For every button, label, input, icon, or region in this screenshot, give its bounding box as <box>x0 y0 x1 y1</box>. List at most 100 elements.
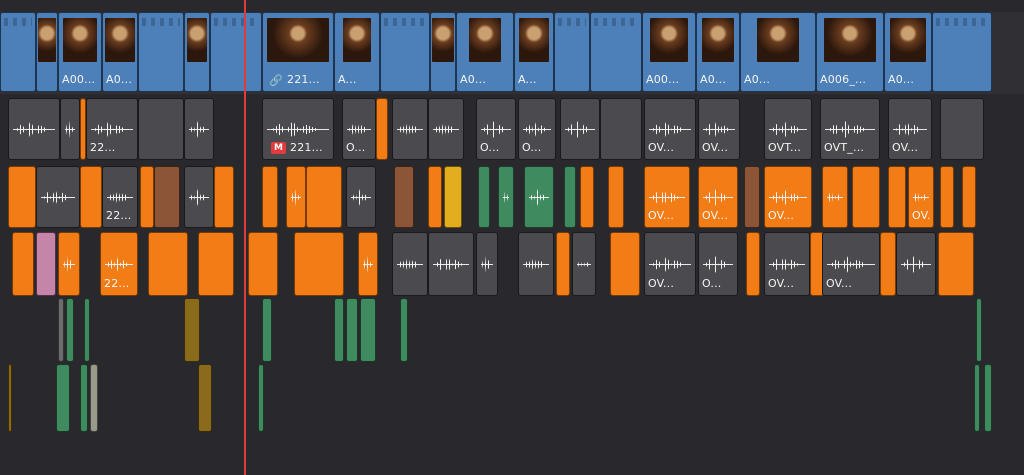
audio-clip[interactable] <box>564 166 576 228</box>
video-clip[interactable]: A0... <box>102 12 138 92</box>
audio-clip[interactable] <box>976 298 982 362</box>
audio-clip[interactable]: OV... <box>698 166 738 228</box>
video-clip[interactable]: A0... <box>456 12 514 92</box>
audio-clip[interactable] <box>940 98 984 160</box>
video-clip[interactable] <box>380 12 430 92</box>
audio-clip[interactable]: O... <box>518 98 556 160</box>
audio-clip[interactable]: OV... <box>698 98 740 160</box>
audio-clip[interactable]: OV... <box>764 232 810 296</box>
audio-clip[interactable] <box>198 232 234 296</box>
audio-clip[interactable]: 22... <box>102 166 138 228</box>
audio-clip[interactable] <box>184 298 200 362</box>
audio-clip[interactable] <box>524 166 554 228</box>
audio-clip[interactable] <box>938 232 974 296</box>
video-clip[interactable] <box>932 12 992 92</box>
audio-clip[interactable] <box>360 298 376 362</box>
video-clip[interactable]: 🔗 221... <box>262 12 334 92</box>
audio-clip[interactable]: OV... <box>764 166 812 228</box>
audio-clip[interactable] <box>746 232 760 296</box>
audio-clip[interactable] <box>600 98 642 160</box>
audio-clip[interactable] <box>294 232 344 296</box>
video-clip[interactable] <box>0 12 36 92</box>
audio-clip[interactable] <box>286 166 306 228</box>
audio-clip[interactable] <box>556 232 570 296</box>
audio-clip[interactable] <box>8 364 12 432</box>
audio-clip[interactable] <box>90 364 98 432</box>
audio-clip[interactable] <box>184 166 214 228</box>
audio-clip[interactable] <box>896 232 936 296</box>
video-clip[interactable] <box>138 12 184 92</box>
audio-clip[interactable] <box>8 166 36 228</box>
audio-clip[interactable] <box>214 166 234 228</box>
audio-clip[interactable] <box>358 232 378 296</box>
audio-clip[interactable]: O... <box>342 98 376 160</box>
audio-clip[interactable]: OVT_... <box>820 98 880 160</box>
video-clip[interactable] <box>554 12 590 92</box>
audio-clip[interactable] <box>66 298 74 362</box>
audio-clip[interactable]: OV... <box>644 98 696 160</box>
video-clip[interactable] <box>36 12 58 92</box>
audio-clip[interactable] <box>80 364 88 432</box>
audio-clip[interactable] <box>60 98 80 160</box>
audio-clip[interactable] <box>476 232 498 296</box>
audio-clip[interactable] <box>140 166 154 228</box>
audio-clip[interactable] <box>392 98 428 160</box>
video-clip[interactable]: A00... <box>642 12 696 92</box>
audio-clip[interactable] <box>58 232 80 296</box>
audio-clip[interactable] <box>84 298 90 362</box>
audio-clip[interactable] <box>12 232 34 296</box>
audio-clip[interactable]: OV... <box>888 98 932 160</box>
audio-clip[interactable] <box>962 166 976 228</box>
audio-clip[interactable]: OVT... <box>764 98 812 160</box>
audio-clip[interactable] <box>262 166 278 228</box>
video-clip[interactable] <box>184 12 210 92</box>
audio-clip[interactable] <box>346 166 376 228</box>
audio-clip[interactable] <box>334 298 344 362</box>
audio-clip[interactable] <box>80 98 86 160</box>
audio-clip[interactable] <box>580 166 594 228</box>
audio-clip[interactable] <box>154 166 180 228</box>
audio-clip[interactable]: O... <box>698 232 738 296</box>
audio-clip[interactable] <box>744 166 760 228</box>
audio-clip[interactable]: 22... <box>86 98 138 160</box>
audio-clip[interactable] <box>258 364 264 432</box>
audio-clip[interactable] <box>80 166 102 228</box>
audio-clip[interactable] <box>198 364 212 432</box>
video-clip[interactable]: A... <box>334 12 380 92</box>
audio-clip[interactable] <box>610 232 640 296</box>
audio-clip[interactable] <box>394 166 414 228</box>
mute-badge[interactable]: M <box>271 142 286 154</box>
audio-clip[interactable] <box>560 98 600 160</box>
audio-clip[interactable] <box>428 98 464 160</box>
audio-clip[interactable] <box>572 232 596 296</box>
audio-clip[interactable]: OV... <box>644 232 696 296</box>
video-clip[interactable] <box>210 12 262 92</box>
audio-clip[interactable] <box>880 232 896 296</box>
audio-clip[interactable] <box>608 166 624 228</box>
playhead[interactable] <box>244 0 246 475</box>
audio-clip[interactable]: OV... <box>644 166 690 228</box>
audio-clip[interactable] <box>852 166 880 228</box>
audio-clip[interactable] <box>306 166 342 228</box>
audio-clip[interactable] <box>376 98 388 160</box>
video-clip[interactable]: A00... <box>58 12 102 92</box>
audio-clip[interactable]: M 221... <box>262 98 334 160</box>
audio-clip[interactable] <box>56 364 70 432</box>
video-clip[interactable] <box>430 12 456 92</box>
audio-clip[interactable]: O... <box>476 98 516 160</box>
audio-clip[interactable] <box>478 166 490 228</box>
audio-clip[interactable] <box>262 298 272 362</box>
audio-clip[interactable] <box>184 98 214 160</box>
audio-clip[interactable] <box>8 98 60 160</box>
audio-clip[interactable] <box>58 298 64 362</box>
audio-clip[interactable] <box>498 166 514 228</box>
audio-clip[interactable] <box>428 232 474 296</box>
audio-clip[interactable] <box>346 298 358 362</box>
audio-clip[interactable] <box>974 364 980 432</box>
audio-clip[interactable] <box>392 232 428 296</box>
video-clip[interactable]: A0... <box>740 12 816 92</box>
audio-clip[interactable] <box>148 232 188 296</box>
video-clip[interactable]: A... <box>514 12 554 92</box>
audio-clip[interactable] <box>36 166 80 228</box>
